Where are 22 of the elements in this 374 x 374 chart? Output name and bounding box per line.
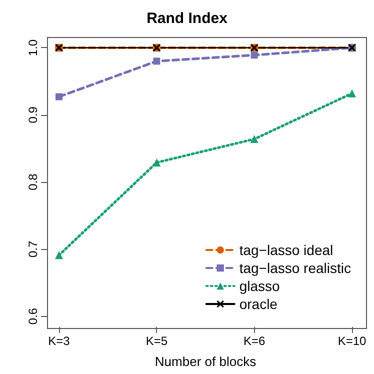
- legend-label: tag−lasso realistic: [239, 260, 352, 276]
- point: [56, 93, 62, 100]
- x-tick-label: K=6: [243, 334, 266, 348]
- point: [250, 135, 258, 144]
- point: [250, 52, 258, 59]
- point: [153, 58, 160, 65]
- x-tick-label: K=3: [48, 334, 70, 348]
- chart-title: Rand Index: [146, 10, 228, 27]
- point: [55, 251, 63, 260]
- y-tick-label: 0.9: [26, 106, 40, 124]
- x-tick-label: K=5: [146, 334, 168, 348]
- y-tick-label: 1.0: [26, 39, 40, 56]
- x-tick-label: K=10: [338, 334, 367, 348]
- point: [348, 89, 356, 98]
- legend-label: oracle: [239, 296, 278, 312]
- y-tick-label: 0.8: [26, 173, 40, 190]
- x-axis-title: Number of blocks: [154, 354, 257, 369]
- y-tick-label: 0.6: [26, 308, 40, 325]
- y-tick-label: 0.7: [26, 240, 40, 258]
- legend-label: glasso: [239, 278, 280, 294]
- legend-label: tag−lasso ideal: [239, 242, 334, 258]
- point: [152, 158, 161, 167]
